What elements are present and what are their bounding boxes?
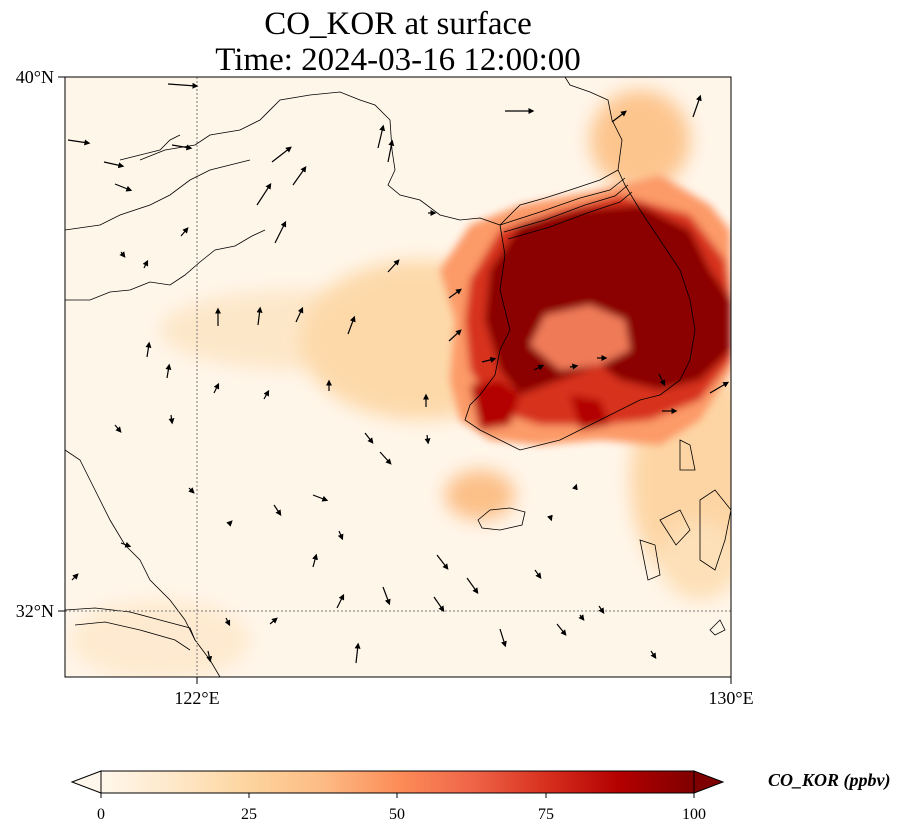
wind-arrow [171, 144, 193, 151]
wind-arrow [312, 494, 329, 502]
wind-arrow [611, 110, 627, 123]
wind-arrow [556, 623, 567, 636]
wind-arrow [354, 642, 361, 664]
wind-arrow [180, 227, 189, 237]
colorbar-tick-75: 75 [538, 806, 554, 823]
wind-arrow [165, 363, 172, 379]
wind-arrow [336, 593, 345, 609]
wind-arrow [650, 650, 657, 659]
wind-arrow [256, 306, 263, 326]
wind-arrow [142, 259, 149, 269]
wind-arrow [271, 146, 292, 163]
wind-arrow [658, 373, 666, 387]
wind-arrow [120, 541, 132, 548]
wind-arrow [295, 306, 304, 323]
wind-arrow [224, 617, 231, 627]
wind-arrow [533, 364, 545, 371]
wind-arrow [119, 251, 126, 258]
axis-ticks [58, 76, 732, 684]
wind-arrow [145, 341, 152, 358]
wind-arrow [269, 617, 278, 625]
wind-arrow [692, 94, 702, 118]
wind-arrow [114, 424, 122, 433]
colorbar-title: CO_KOR (ppbv) [768, 770, 891, 790]
wind-arrow [547, 514, 553, 522]
wind-arrow [347, 315, 356, 335]
high-plume [440, 175, 731, 445]
wind-arrow [448, 329, 462, 342]
map-frame [64, 76, 732, 678]
colorbar-tick-0: 0 [97, 806, 105, 823]
wind-arrow [387, 259, 400, 273]
coastlines [65, 77, 731, 677]
wind-arrow [364, 432, 374, 444]
colorbar-bar [100, 770, 695, 794]
colorbar-extend-max [693, 770, 725, 794]
wind-arrow [499, 628, 507, 648]
wind-arrow [114, 183, 133, 192]
wind-arrow [709, 381, 730, 394]
concentration-field [65, 77, 731, 677]
lat-tick-40: 40°N [16, 67, 54, 87]
colorbar-tick-100: 100 [682, 806, 706, 823]
wind-arrow [466, 577, 479, 594]
wind-arrow [167, 82, 199, 89]
wind-arrow [312, 553, 318, 568]
lon-tick-122: 122°E [174, 688, 219, 708]
wind-arrow [387, 139, 395, 163]
map-time: Time: 2024-03-16 12:00:00 [215, 42, 581, 78]
lat-tick-32: 32°N [16, 601, 54, 621]
wind-arrow [213, 382, 220, 394]
wind-arrow [168, 414, 175, 425]
colorbar: 0 25 50 75 100 [70, 770, 725, 823]
map-title: CO_KOR at surface [264, 6, 532, 42]
gridlines [65, 77, 731, 677]
wind-arrow [379, 451, 392, 465]
wind-arrow [436, 554, 449, 570]
wind-arrow [263, 389, 270, 400]
wind-arrow [448, 288, 462, 299]
wind-arrow [273, 504, 282, 516]
colorbar-extend-min [70, 770, 102, 794]
wind-arrow [534, 569, 542, 579]
colorbar-tick-25: 25 [241, 806, 257, 823]
wind-arrow [569, 363, 579, 370]
wind-arrow [382, 586, 391, 606]
wind-arrow [292, 166, 307, 186]
wind-arrow [433, 596, 445, 612]
wind-arrow [226, 520, 233, 527]
wind-arrow [206, 650, 213, 663]
wind-arrow [598, 605, 605, 614]
wind-arrow [578, 614, 585, 621]
wind-vectors [67, 82, 730, 664]
wind-arrow [424, 434, 431, 445]
wind-arrow [71, 573, 79, 581]
lon-tick-130: 130°E [708, 688, 753, 708]
colorbar-tick-50: 50 [389, 806, 405, 823]
wind-arrow [337, 530, 344, 541]
wind-arrow [67, 139, 91, 146]
wind-arrow [103, 161, 125, 169]
wind-arrow [274, 220, 287, 244]
wind-arrow [256, 182, 272, 206]
wind-arrow [572, 483, 578, 491]
wind-arrow [377, 124, 386, 149]
wind-arrow [188, 487, 195, 494]
wind-arrow [481, 356, 497, 363]
